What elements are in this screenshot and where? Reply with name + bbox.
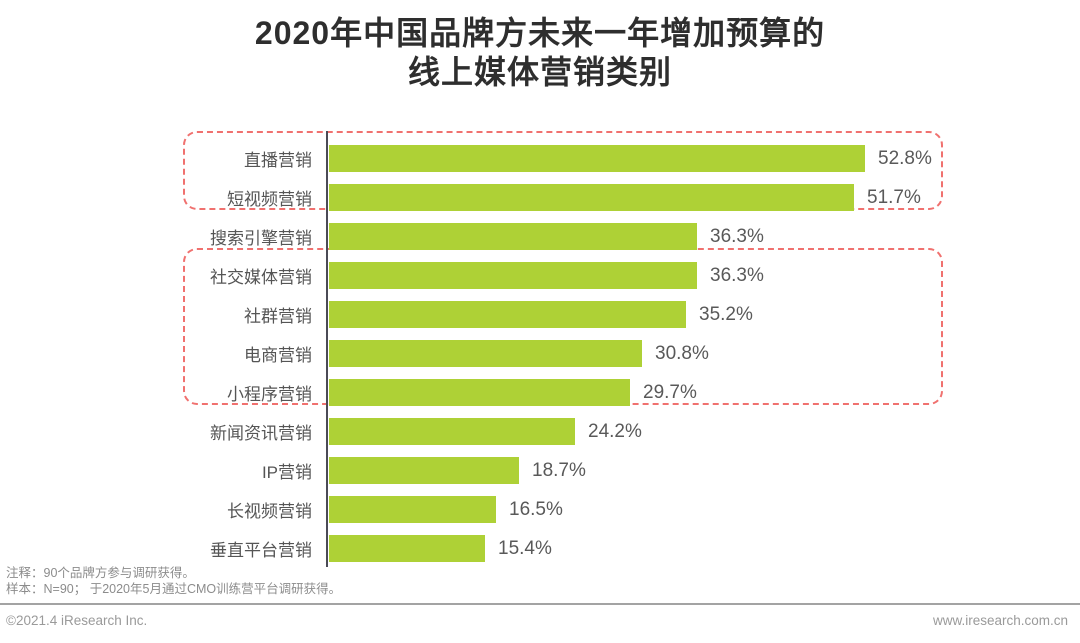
bar-row: IP营销 18.7% — [0, 451, 1080, 490]
bar-row: 新闻资讯营销 24.2% — [0, 412, 1080, 451]
value-label: 52.8% — [878, 147, 932, 169]
value-label: 30.8% — [655, 342, 709, 364]
bar-row: 长视频营销 16.5% — [0, 490, 1080, 529]
bar — [329, 496, 496, 523]
category-label: 短视频营销 — [227, 190, 312, 209]
value-label: 29.7% — [643, 381, 697, 403]
category-label: 搜索引擎营销 — [210, 229, 312, 248]
bar-row: 短视频营销 51.7% — [0, 178, 1080, 217]
footer-bar: ©2021.4 iResearch Inc. www.iresearch.com… — [6, 613, 1068, 628]
y-axis-line — [326, 131, 328, 567]
website-url: www.iresearch.com.cn — [932, 613, 1068, 628]
value-label: 36.3% — [710, 264, 764, 286]
category-label: 直播营销 — [244, 151, 312, 170]
footnote-annotation: 注释：90个品牌方参与调研获得。 — [6, 566, 195, 580]
bar — [329, 457, 519, 484]
category-label: 社交媒体营销 — [210, 268, 312, 287]
footnotes: 注释：90个品牌方参与调研获得。 样本：N=90； 于2020年5月通过CMO训… — [6, 565, 341, 597]
bar — [329, 379, 630, 406]
category-label: 电商营销 — [244, 346, 312, 365]
chart-title-line2: 线上媒体营销类别 — [407, 54, 672, 90]
chart-title: 2020年中国品牌方未来一年增加预算的 线上媒体营销类别 — [0, 14, 1080, 92]
bar — [329, 184, 854, 211]
bar — [329, 301, 686, 328]
bar — [329, 535, 485, 562]
bar-rows: 直播营销 52.8% 短视频营销 51.7% 搜索引擎营销 36.3% 社交媒体营销 36.3… — [0, 139, 1080, 568]
bar — [329, 145, 865, 172]
bar-row: 搜索引擎营销 36.3% — [0, 217, 1080, 256]
footer-divider — [0, 603, 1080, 605]
category-label: 长视频营销 — [227, 502, 312, 521]
bar-chart: 直播营销 52.8% 短视频营销 51.7% 搜索引擎营销 36.3% 社交媒体营销 36.3… — [0, 131, 1080, 571]
bar — [329, 340, 642, 367]
chart-title-line1: 2020年中国品牌方未来一年增加预算的 — [254, 15, 826, 51]
bar-row: 社群营销 35.2% — [0, 295, 1080, 334]
value-label: 36.3% — [710, 225, 764, 247]
bar — [329, 223, 697, 250]
category-label: 垂直平台营销 — [210, 541, 312, 560]
value-label: 15.4% — [498, 537, 552, 559]
category-label: 新闻资讯营销 — [210, 424, 312, 443]
bar-row: 社交媒体营销 36.3% — [0, 256, 1080, 295]
bar — [329, 262, 697, 289]
value-label: 35.2% — [699, 303, 753, 325]
value-label: 51.7% — [867, 186, 921, 208]
value-label: 16.5% — [509, 498, 563, 520]
category-label: IP营销 — [261, 463, 312, 482]
footnote-sample: 样本：N=90； 于2020年5月通过CMO训练营平台调研获得。 — [6, 582, 342, 596]
value-label: 24.2% — [588, 420, 642, 442]
value-label: 18.7% — [532, 459, 586, 481]
category-label: 社群营销 — [244, 307, 312, 326]
bar-row: 小程序营销 29.7% — [0, 373, 1080, 412]
bar-row: 直播营销 52.8% — [0, 139, 1080, 178]
bar-row: 电商营销 30.8% — [0, 334, 1080, 373]
bar — [329, 418, 575, 445]
category-label: 小程序营销 — [227, 385, 312, 404]
bar-row: 垂直平台营销 15.4% — [0, 529, 1080, 568]
copyright-text: ©2021.4 iResearch Inc. — [6, 613, 148, 628]
